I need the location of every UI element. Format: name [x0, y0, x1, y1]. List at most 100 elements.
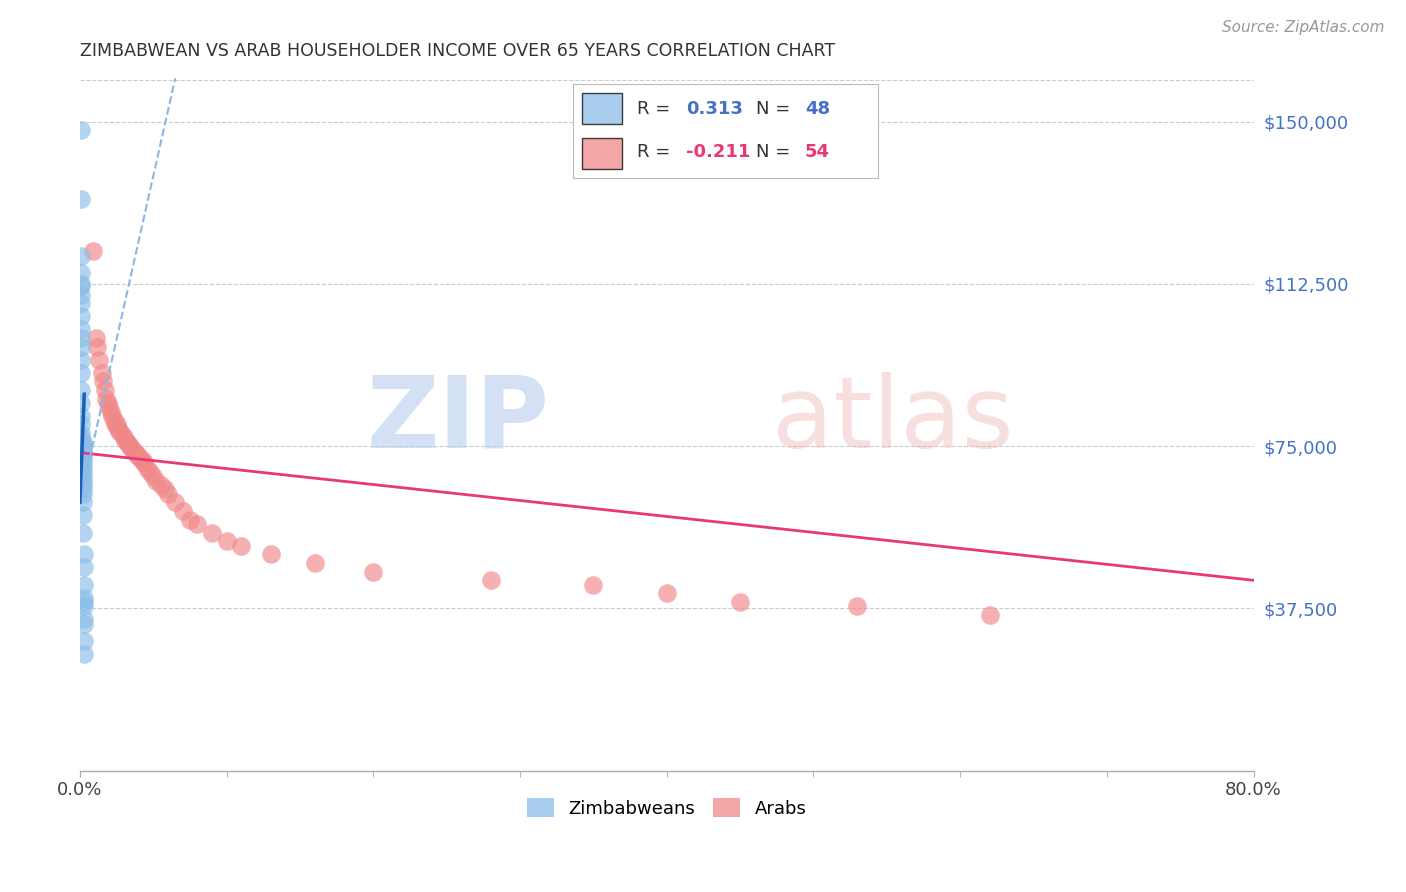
Point: [655, 586, 678, 600]
Point: [103, 413, 125, 427]
Point: [72, 443, 94, 458]
Legend: Zimbabweans, Arabs: Zimbabweans, Arabs: [520, 791, 814, 825]
Point: [70, 193, 93, 207]
Point: [72, 474, 94, 488]
Point: [108, 424, 131, 438]
Point: [179, 513, 201, 527]
Point: [73, 633, 96, 648]
Point: [72, 478, 94, 492]
Point: [259, 547, 281, 561]
Point: [979, 607, 1001, 622]
Point: [82, 244, 104, 259]
Point: [114, 433, 136, 447]
Point: [215, 534, 238, 549]
Text: ZIMBABWEAN VS ARAB HOUSEHOLDER INCOME OVER 65 YEARS CORRELATION CHART: ZIMBABWEAN VS ARAB HOUSEHOLDER INCOME OV…: [80, 42, 835, 60]
Point: [153, 483, 176, 497]
Point: [70, 249, 93, 263]
Point: [582, 577, 605, 591]
Point: [70, 123, 93, 137]
Point: [70, 383, 93, 397]
Point: [93, 374, 115, 388]
Point: [73, 547, 96, 561]
Point: [846, 599, 869, 614]
Point: [70, 331, 93, 345]
Point: [70, 352, 93, 367]
Point: [115, 434, 138, 449]
Text: atlas: atlas: [772, 372, 1014, 468]
Point: [90, 366, 112, 380]
Point: [231, 539, 253, 553]
Point: [73, 577, 96, 591]
Point: [72, 437, 94, 451]
Point: [94, 383, 117, 397]
Point: [72, 460, 94, 475]
Point: [86, 340, 108, 354]
Point: [72, 508, 94, 523]
Point: [127, 448, 149, 462]
Point: [98, 400, 121, 414]
Point: [112, 430, 135, 444]
Point: [107, 422, 129, 436]
Point: [70, 287, 93, 301]
Point: [118, 439, 141, 453]
Point: [201, 525, 224, 540]
Point: [70, 366, 93, 380]
Point: [70, 277, 93, 291]
Point: [142, 469, 165, 483]
Point: [70, 266, 93, 280]
Point: [72, 448, 94, 462]
Text: ZIP: ZIP: [367, 372, 550, 468]
Point: [72, 525, 94, 540]
Point: [72, 452, 94, 467]
Point: [101, 409, 124, 423]
Point: [70, 430, 93, 444]
Point: [72, 483, 94, 497]
Point: [70, 310, 93, 324]
Point: [87, 352, 110, 367]
Point: [72, 439, 94, 453]
Point: [70, 396, 93, 410]
Point: [70, 409, 93, 423]
Point: [156, 487, 179, 501]
Point: [100, 404, 122, 418]
Point: [136, 460, 159, 475]
Point: [110, 426, 132, 441]
Point: [96, 392, 118, 406]
Point: [149, 478, 172, 492]
Point: [72, 465, 94, 479]
Point: [120, 442, 142, 456]
Point: [117, 437, 139, 451]
Point: [479, 574, 502, 588]
Point: [131, 452, 153, 467]
Point: [728, 595, 751, 609]
Point: [73, 647, 96, 661]
Point: [70, 296, 93, 310]
Text: Source: ZipAtlas.com: Source: ZipAtlas.com: [1222, 20, 1385, 35]
Point: [70, 417, 93, 432]
Point: [73, 616, 96, 631]
Point: [73, 591, 96, 605]
Point: [134, 457, 156, 471]
Point: [73, 599, 96, 614]
Point: [73, 560, 96, 574]
Point: [124, 445, 146, 459]
Point: [97, 396, 120, 410]
Point: [128, 450, 150, 464]
Point: [70, 340, 93, 354]
Point: [132, 454, 155, 468]
Point: [139, 465, 162, 479]
Point: [72, 469, 94, 483]
Point: [172, 504, 194, 518]
Point: [72, 487, 94, 501]
Point: [73, 612, 96, 626]
Point: [104, 417, 127, 432]
Point: [105, 417, 128, 432]
Point: [72, 457, 94, 471]
Point: [72, 434, 94, 449]
Point: [304, 556, 326, 570]
Point: [73, 595, 96, 609]
Point: [145, 474, 167, 488]
Point: [70, 322, 93, 336]
Point: [121, 443, 143, 458]
Point: [70, 426, 93, 441]
